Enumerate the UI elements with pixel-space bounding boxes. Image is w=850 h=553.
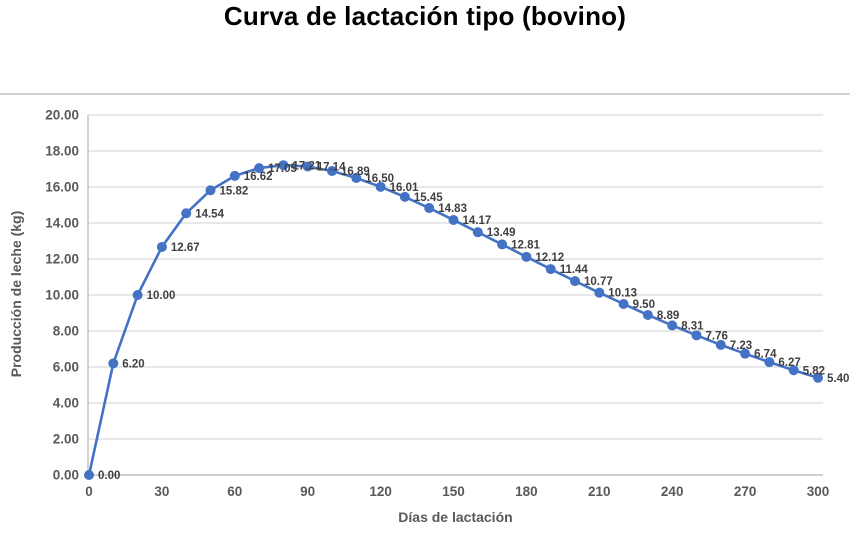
data-point-marker	[764, 357, 775, 368]
x-tick-label: 300	[807, 484, 830, 499]
data-point-marker	[667, 320, 678, 331]
data-point-label: 5.40	[827, 373, 849, 385]
x-tick-label: 90	[300, 484, 315, 499]
data-point-marker	[618, 299, 629, 309]
data-point-label: 12.12	[535, 252, 564, 264]
data-point-marker	[278, 160, 289, 171]
data-point-marker	[545, 264, 556, 275]
data-point-marker	[715, 339, 726, 350]
data-point-label: 15.82	[220, 185, 249, 197]
data-point-marker	[302, 161, 313, 172]
x-axis-title: Días de lactación	[398, 509, 513, 525]
data-point-marker	[181, 208, 192, 219]
data-point-label: 8.31	[681, 320, 704, 332]
data-point-marker	[254, 163, 265, 174]
data-point-marker	[327, 165, 337, 176]
data-point-label: 7.76	[706, 330, 728, 342]
y-tick-label: 8.00	[53, 324, 79, 339]
data-point-marker	[788, 365, 799, 376]
data-point-label: 10.77	[584, 276, 613, 288]
data-point-label: 12.81	[511, 239, 540, 251]
data-point-marker	[399, 191, 410, 202]
data-point-marker	[229, 170, 240, 181]
data-point-label: 17.05	[268, 163, 297, 175]
data-point-marker	[375, 181, 386, 192]
header-divider-line	[0, 93, 850, 95]
data-point-label: 16.50	[365, 173, 394, 185]
data-point-marker	[642, 309, 653, 320]
y-tick-label: 6.00	[53, 360, 79, 375]
data-point-marker	[84, 470, 94, 480]
data-point-label: 12.67	[171, 242, 200, 254]
data-point-marker	[424, 203, 435, 214]
data-point-label: 5.82	[803, 365, 825, 377]
data-point-label: 14.54	[195, 208, 224, 220]
data-point-marker	[740, 348, 751, 359]
data-point-label: 6.74	[754, 349, 777, 361]
data-point-label: 16.62	[244, 171, 273, 183]
data-point-label: 10.00	[147, 290, 176, 302]
data-point-marker	[448, 214, 459, 225]
data-point-label: 0.00	[98, 470, 120, 482]
data-point-label: 9.50	[633, 299, 655, 311]
y-tick-label: 2.00	[53, 432, 79, 447]
data-point-marker	[108, 358, 119, 369]
x-tick-label: 150	[442, 484, 465, 499]
data-point-marker	[351, 173, 362, 183]
data-point-label: 17.21	[292, 160, 321, 172]
data-point-marker	[521, 251, 532, 262]
x-tick-label: 30	[154, 484, 169, 499]
x-tick-label: 210	[588, 484, 611, 499]
y-tick-label: 14.00	[45, 216, 79, 231]
data-point-label: 11.44	[560, 264, 589, 276]
data-point-label: 8.89	[657, 310, 679, 322]
y-tick-label: 20.00	[45, 108, 79, 123]
data-point-marker	[472, 227, 483, 238]
y-tick-label: 16.00	[45, 180, 79, 195]
data-point-marker	[205, 185, 216, 196]
data-point-label: 10.13	[608, 288, 637, 300]
data-point-marker	[570, 276, 580, 287]
data-point-label: 7.23	[730, 340, 752, 352]
data-point-label: 15.45	[414, 192, 443, 204]
data-point-marker	[594, 287, 605, 298]
x-tick-label: 0	[85, 484, 93, 499]
chart-title: Curva de lactación tipo (bovino)	[223, 1, 627, 31]
data-point-label: 14.83	[438, 203, 467, 215]
x-tick-label: 120	[369, 484, 392, 499]
data-point-marker	[497, 239, 508, 250]
data-point-label: 14.17	[463, 215, 492, 227]
data-point-label: 6.20	[122, 358, 144, 370]
y-tick-label: 10.00	[45, 288, 79, 303]
x-tick-label: 60	[227, 484, 242, 499]
data-point-label: 6.27	[778, 357, 800, 369]
x-tick-label: 240	[661, 484, 684, 499]
data-point-label: 17.14	[317, 162, 346, 174]
data-point-label: 16.89	[341, 166, 370, 178]
y-tick-label: 12.00	[45, 252, 79, 267]
y-tick-label: 18.00	[45, 144, 79, 159]
y-tick-label: 0.00	[53, 468, 79, 483]
y-axis-title: Producción de leche (kg)	[8, 210, 24, 378]
y-tick-label: 4.00	[53, 396, 79, 411]
data-point-marker	[132, 290, 143, 300]
data-point-marker	[691, 330, 702, 341]
data-point-marker	[813, 372, 823, 383]
data-point-label: 16.01	[390, 182, 419, 194]
data-point-marker	[156, 241, 167, 252]
x-tick-label: 270	[734, 484, 757, 499]
data-point-label: 13.49	[487, 227, 516, 239]
x-tick-label: 180	[515, 484, 538, 499]
